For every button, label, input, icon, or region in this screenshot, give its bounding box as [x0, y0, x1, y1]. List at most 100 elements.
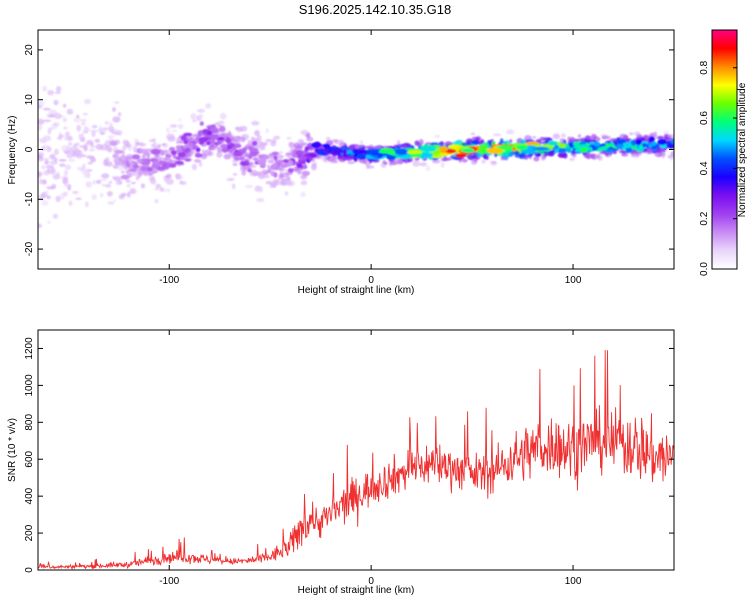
heatmap-cell [83, 98, 92, 105]
heatmap-cell [150, 178, 157, 185]
heatmap-cell [467, 141, 471, 147]
heatmap-cell [218, 120, 224, 124]
heatmap-cell [120, 170, 126, 175]
heatmap-cell [223, 153, 232, 160]
heatmap-ridge-cell [202, 128, 209, 134]
heatmap-ridge-cell [273, 172, 278, 178]
heatmap-cell [267, 159, 275, 164]
heatmap-cell [40, 165, 46, 170]
heatmap-cell [552, 133, 561, 140]
heatmap-cell [278, 150, 283, 155]
heatmap-cell [514, 150, 520, 155]
heatmap-cell [610, 138, 618, 142]
snr-series [38, 349, 674, 570]
heatmap-cell [117, 112, 122, 117]
heatmap-cell [254, 185, 260, 193]
heatmap-ridge-cell [651, 141, 657, 146]
heatmap-cell [83, 142, 89, 149]
heatmap-ridge-cell [175, 149, 183, 154]
heatmap-cell [94, 138, 101, 143]
heatmap-ridge-cell [666, 144, 674, 149]
heatmap-cell [68, 151, 74, 157]
heatmap-cell [154, 199, 159, 204]
heatmap-cell [106, 191, 113, 197]
heatmap-cell [66, 108, 74, 115]
heatmap-cell [129, 172, 133, 178]
heatmap-cell [257, 141, 265, 148]
heatmap-ridge-cell [251, 140, 258, 146]
heatmap-cell [46, 146, 52, 153]
heatmap-cell [300, 175, 308, 180]
heatmap-cell [112, 199, 117, 203]
heatmap-ridge-cell [419, 152, 434, 158]
heatmap-cell [38, 156, 44, 162]
heatmap-cell [45, 189, 49, 196]
heatmap-cell [253, 172, 258, 177]
heatmap-cell [656, 135, 664, 140]
heatmap-cell [311, 163, 317, 171]
heatmap-cell [285, 152, 292, 157]
heatmap-ridge-cell [487, 148, 503, 154]
heatmap-cell [256, 198, 265, 203]
heatmap-cell [171, 129, 178, 133]
y-tick-label: 200 [24, 524, 35, 541]
heatmap-cell [72, 190, 79, 194]
heatmap-cell [43, 119, 52, 123]
heatmap-cell [112, 128, 119, 133]
heatmap-cell [471, 139, 480, 145]
heatmap-cell [55, 86, 62, 92]
heatmap-cell [179, 181, 187, 185]
heatmap-cell [414, 140, 420, 146]
heatmap-cell [590, 153, 595, 159]
heatmap-ridge-cell [304, 146, 309, 152]
heatmap-cell [169, 124, 178, 128]
heatmap-cell [59, 163, 66, 168]
heatmap-ridge-cell [386, 154, 397, 161]
heatmap-ridge-cell [356, 153, 366, 159]
colorbar-tick-label: 0.2 [699, 211, 710, 225]
heatmap-cell [366, 165, 375, 169]
heatmap-ridge-cell [160, 150, 165, 156]
heatmap-cell [266, 164, 271, 169]
heatmap-cell [54, 148, 59, 156]
heatmap-cell [202, 153, 206, 158]
heatmap-ridge-cell [547, 141, 558, 146]
heatmap-ridge-cell [313, 141, 321, 147]
heatmap-cell [140, 183, 146, 189]
heatmap-cell [99, 132, 106, 135]
heatmap-cell [153, 141, 157, 148]
heatmap-cell [57, 136, 63, 141]
heatmap-cell [177, 123, 184, 129]
heatmap-cell [300, 191, 306, 198]
heatmap-ridge-cell [169, 147, 175, 151]
colorbar-label: Normalized spectral amplitude [737, 82, 748, 217]
heatmap-ridge-cell [622, 142, 628, 146]
heatmap-ridge-cell [227, 144, 232, 150]
heatmap-cell [232, 163, 238, 166]
heatmap-cell [432, 159, 441, 164]
heatmap-cell [239, 167, 244, 172]
heatmap-cell [91, 125, 98, 129]
heatmap-cell [382, 161, 388, 165]
heatmap-cell [621, 152, 629, 157]
heatmap-ridge-cell [558, 147, 566, 154]
heatmap-cell [250, 136, 255, 140]
heatmap-cell [58, 159, 67, 162]
y-tick-label: 0 [24, 146, 35, 152]
heatmap-cell [393, 158, 402, 165]
heatmap-cell [315, 155, 324, 160]
heatmap-cell [67, 135, 73, 142]
heatmap-ridge-cell [579, 147, 589, 153]
snr-xlabel: Height of straight line (km) [298, 585, 415, 596]
heatmap-ridge-cell [125, 160, 130, 167]
heatmap-ridge-cell [421, 147, 437, 152]
heatmap-cell [50, 167, 56, 174]
heatmap-ridge-cell [296, 164, 304, 169]
heatmap-ridge-cell [345, 150, 353, 154]
heatmap-cell [539, 136, 546, 142]
heatmap-cell [185, 151, 194, 157]
heatmap-cell [279, 173, 284, 179]
heatmap-cell [600, 134, 608, 137]
heatmap-cell [117, 164, 125, 171]
heatmap-cell [354, 144, 363, 149]
